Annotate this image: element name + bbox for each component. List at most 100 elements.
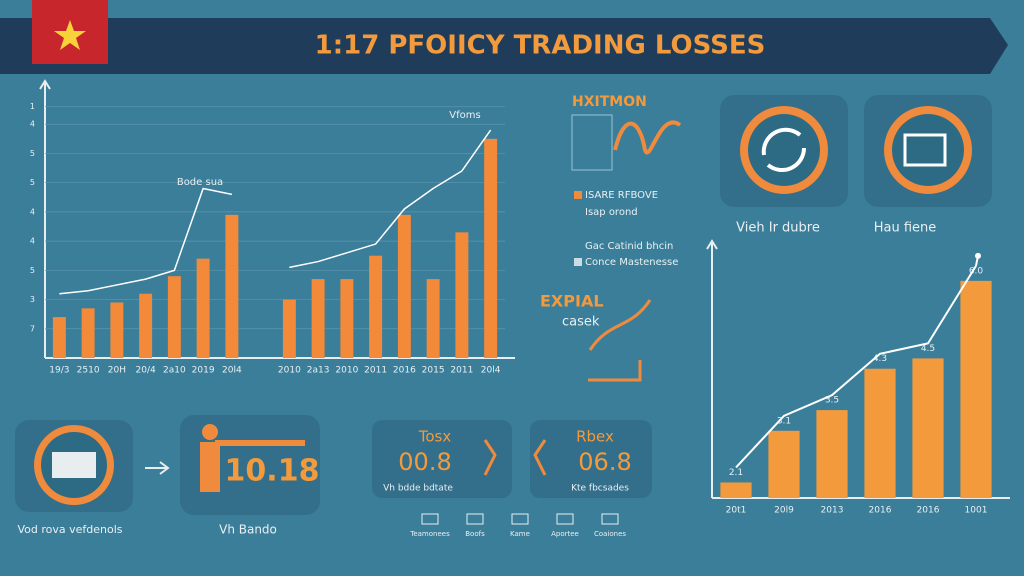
x-tick-label: 20H — [108, 366, 126, 376]
bottom-tile — [530, 420, 652, 498]
bar — [484, 138, 498, 358]
bracket — [483, 439, 547, 476]
stat-title: Tosx — [418, 428, 452, 446]
x-tick-label: 2011 — [450, 366, 473, 376]
footer-icon — [511, 513, 529, 525]
icon-caption: Hau fiene — [874, 221, 937, 236]
footer-item: Boofs — [465, 530, 485, 538]
figure-head — [202, 424, 218, 440]
footer-icon — [556, 513, 574, 525]
stat-caption: Kte fbcsades — [571, 484, 629, 494]
panel-item: ISARE RFBOVE — [585, 190, 658, 201]
annotation: Bode sua — [177, 177, 223, 188]
stat-value: 06.8 — [578, 448, 631, 476]
footer-item: Teamonees — [409, 530, 450, 538]
footer-icon — [421, 513, 439, 525]
trend-curve — [735, 265, 977, 469]
stat-title: Rbex — [576, 428, 614, 446]
y-tick-label: 1 — [30, 102, 35, 111]
panel-item: Isap orond — [585, 207, 638, 218]
bar — [225, 214, 239, 358]
bar — [960, 280, 992, 498]
callout-title: EXPIAL — [540, 292, 604, 311]
bar — [864, 368, 896, 498]
callout-sub: casek — [562, 315, 600, 330]
footer-item: Aportee — [551, 530, 579, 538]
footer-item: Coaiones — [594, 530, 626, 538]
footer-icon — [601, 513, 619, 525]
bar — [139, 293, 153, 358]
y-tick-label: 4 — [30, 120, 35, 129]
y-tick-label: 7 — [30, 324, 35, 333]
bar — [167, 276, 181, 358]
trend-line — [59, 129, 492, 295]
x-tick-label: 20/4 — [136, 366, 156, 376]
badge-card — [52, 452, 96, 478]
value-label: 4.5 — [921, 344, 935, 354]
panel-wave — [613, 120, 682, 155]
x-tick-label: 2015 — [422, 366, 445, 376]
icon-caption: Vieh Ir dubre — [736, 221, 820, 236]
panel-title: HXITMON — [572, 94, 647, 110]
panel-grid — [571, 114, 613, 171]
x-tick-label: 2013 — [821, 506, 844, 516]
x-tick-label: 2016 — [869, 506, 892, 516]
icon-core — [748, 114, 820, 186]
bar — [816, 410, 848, 498]
panel-item: Gac Catinid bhcin — [585, 241, 673, 252]
x-tick-label: 2016 — [917, 506, 940, 516]
title: 1:17 PFOIICY TRADING LOSSES — [315, 31, 766, 61]
x-tick-label: 2a10 — [163, 366, 186, 376]
y-tick-label: 5 — [30, 266, 35, 275]
value-label: 3.1 — [777, 416, 791, 426]
bottom-caption: Vod rova vefdenols — [17, 523, 122, 536]
bar — [340, 279, 354, 358]
icon-refresh — [761, 127, 807, 173]
bar — [196, 258, 210, 358]
panel-swatch — [574, 258, 582, 266]
x-tick-label: 2010 — [335, 366, 358, 376]
value-label: 6.0 — [969, 266, 984, 276]
axis-arrow — [706, 239, 718, 250]
x-tick-label: 2019 — [192, 366, 215, 376]
bar — [282, 299, 296, 358]
value-label: 2.1 — [729, 468, 743, 478]
x-tick-label: 2010 — [278, 366, 301, 376]
panel-graphic — [571, 114, 682, 171]
bar — [426, 279, 440, 358]
bar — [455, 232, 469, 358]
bar — [397, 214, 411, 358]
bar — [912, 358, 944, 498]
axis-arrow — [39, 79, 51, 90]
value-label: 4.3 — [873, 354, 887, 364]
x-tick-label: 20l4 — [222, 366, 242, 376]
bottom-caption: Vh Bando — [219, 523, 277, 537]
x-tick-label: 2011 — [364, 366, 387, 376]
footer-item: Kame — [510, 530, 530, 538]
stat-value: 00.8 — [398, 448, 451, 476]
x-tick-label: 20l4 — [481, 366, 501, 376]
x-tick-label: 2016 — [393, 366, 416, 376]
bar — [768, 430, 800, 498]
annotation: Vfoms — [449, 110, 480, 121]
callout-graphic — [588, 299, 652, 382]
title-banner — [0, 18, 1008, 74]
x-tick-label: 19/3 — [49, 366, 69, 376]
y-tick-label: 5 — [30, 178, 35, 187]
y-tick-label: 4 — [30, 207, 35, 216]
icon-core — [892, 114, 964, 186]
trend-end-line — [975, 255, 979, 267]
value-label: 3.5 — [825, 396, 839, 406]
y-tick-label: 3 — [30, 295, 35, 304]
bar — [369, 255, 383, 358]
bottom-tile — [372, 420, 512, 498]
y-tick-label: 4 — [30, 237, 35, 246]
panel-item: Conce Mastenesse — [585, 257, 678, 268]
icon-box — [903, 133, 947, 167]
arrow — [145, 461, 170, 475]
bar — [720, 482, 752, 498]
stat-caption: Vh bdde bdtate — [383, 484, 453, 494]
bar — [110, 302, 124, 358]
bar — [311, 279, 325, 358]
